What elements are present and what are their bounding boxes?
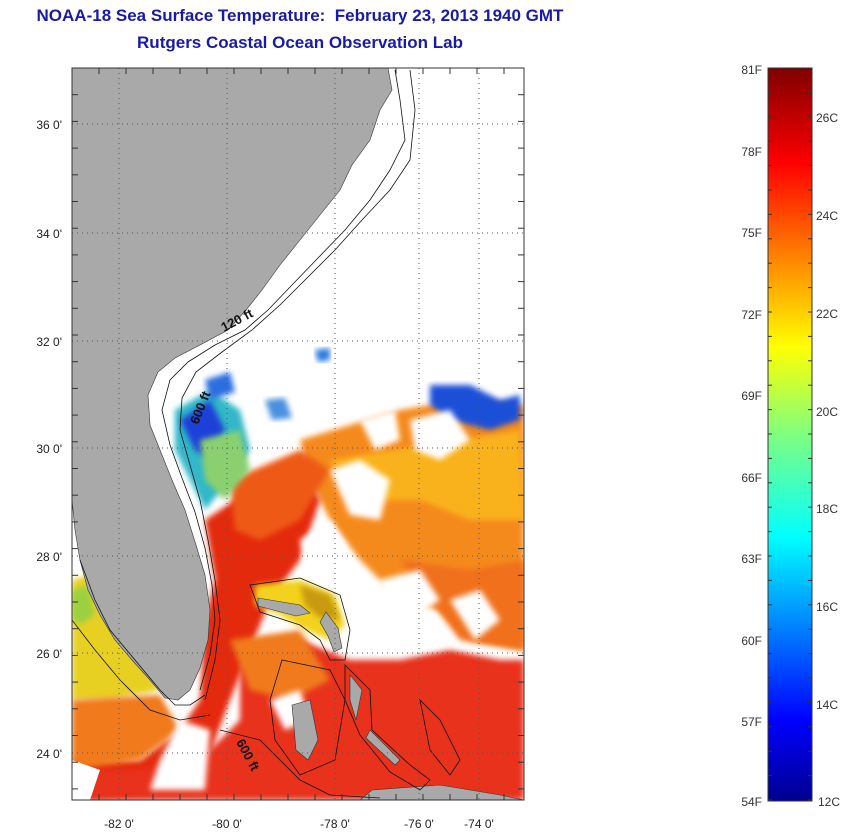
colorbar-f-label: 78F xyxy=(741,145,762,159)
map-frame xyxy=(71,67,525,801)
land-abaco xyxy=(319,611,343,653)
lat-label: 28 0' xyxy=(36,550,62,564)
axis-ticks xyxy=(71,67,524,800)
lat-label: 34 0' xyxy=(36,227,62,241)
colorbar-c-label: 14C xyxy=(816,698,838,712)
colorbar-gradient xyxy=(767,67,813,802)
colorbar-c-label: 22C xyxy=(816,307,838,321)
cloud-mask xyxy=(72,410,500,800)
map-title: NOAA-18 Sea Surface Temperature: Februar… xyxy=(36,6,564,25)
lon-label: -74 0' xyxy=(464,817,494,831)
lat-label: 36 0' xyxy=(36,118,62,132)
latitude-axis: 36 0' 34 0' 32 0' 30 0' 28 0' 26 0' 24 0… xyxy=(36,118,62,761)
land-eleuthera xyxy=(349,674,363,721)
land-andros xyxy=(291,699,319,761)
colorbar-f-label: 66F xyxy=(741,471,762,485)
colorbar-c-label: 16C xyxy=(816,600,838,614)
colorbar-f-label: 60F xyxy=(741,634,762,648)
map-panel: 120 ft 600 ft 600 ft xyxy=(72,68,524,800)
lon-label: -76 0' xyxy=(404,817,434,831)
lon-label: -82 0' xyxy=(104,817,134,831)
colorbar-c-label: 24C xyxy=(816,209,838,223)
lat-label: 32 0' xyxy=(36,335,62,349)
bathymetry-contours xyxy=(72,69,461,799)
colorbar-f-label: 63F xyxy=(741,552,762,566)
colorbar-c-label: 12C xyxy=(818,795,840,809)
colorbar-f-label: 72F xyxy=(741,308,762,322)
colorbar-c-label: 20C xyxy=(816,405,838,419)
colorbar: 81F 78F 75F 72F 69F 66F 63F 60F 57F 54F … xyxy=(741,63,840,809)
lon-label: -78 0' xyxy=(320,817,350,831)
colorbar-f-label: 57F xyxy=(741,715,762,729)
lat-label: 26 0' xyxy=(36,647,62,661)
colorbar-f-label: 75F xyxy=(741,226,762,240)
land-southeast-us xyxy=(72,68,393,701)
colorbar-c-label: 18C xyxy=(816,502,838,516)
colorbar-f-label: 69F xyxy=(741,389,762,403)
longitude-axis: -82 0' -80 0' -78 0' -76 0' -74 0' xyxy=(104,817,494,831)
lon-label: -80 0' xyxy=(212,817,242,831)
land-exuma xyxy=(365,729,401,766)
land-cuba xyxy=(359,784,524,800)
colorbar-c-label: 26C xyxy=(816,111,838,125)
graticule xyxy=(72,68,524,800)
lat-label: 30 0' xyxy=(36,442,62,456)
lat-label: 24 0' xyxy=(36,747,62,761)
colorbar-f-label: 81F xyxy=(741,63,762,77)
map-subtitle: Rutgers Coastal Ocean Observation Lab xyxy=(137,33,463,52)
land-grand-bahama xyxy=(257,597,311,617)
colorbar-f-label: 54F xyxy=(741,795,762,809)
